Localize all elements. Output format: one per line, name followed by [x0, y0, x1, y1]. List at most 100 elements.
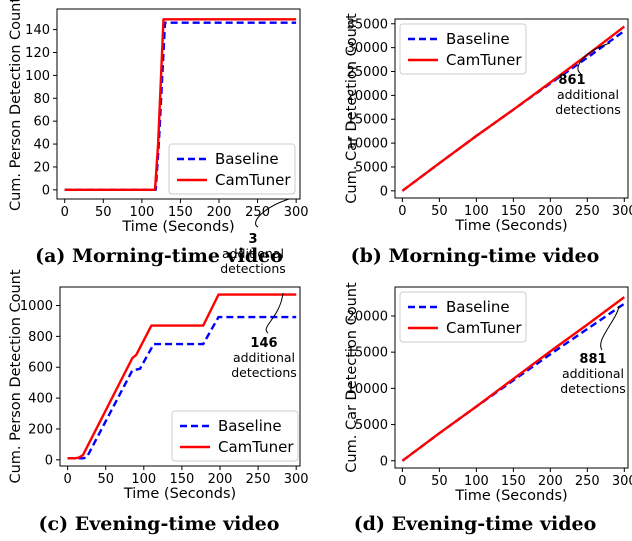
caption-c: (c) Evening-time video — [39, 513, 280, 535]
caption-b-group: (b) Morning-time video — [351, 245, 600, 267]
legend-label-baseline: Baseline — [215, 150, 279, 168]
y-tick-label: 1000 — [20, 299, 53, 314]
y-tick-label: 60 — [33, 115, 50, 130]
legend: Baseline CamTuner — [171, 410, 299, 462]
y-tick-label: 20000 — [347, 89, 388, 104]
y-axis-label: Cum. Car Detection Count — [344, 282, 360, 473]
annotation-text: detections — [231, 365, 297, 380]
chart-d: 0 50 100 150 200 250 300 0 5000 10000 15000 20000 Ti… — [344, 282, 632, 504]
annotation-arrow — [255, 198, 290, 228]
annotation-text: additional — [233, 350, 295, 365]
x-tick-label: 250 — [246, 472, 271, 487]
y-tick-label: 5000 — [355, 418, 388, 433]
x-tick-label: 50 — [95, 205, 112, 220]
annotation-value: 881 — [579, 352, 606, 367]
series-line-camtuner — [64, 18, 297, 192]
annotation-value: 3 — [248, 232, 257, 247]
x-tick-label: 200 — [207, 205, 232, 220]
series-line-camtuner — [401, 296, 626, 462]
legend-box — [399, 291, 527, 343]
annotation-arrow — [577, 42, 611, 75]
x-tick-label: 250 — [575, 474, 600, 489]
x-tick-label: 300 — [284, 472, 309, 487]
legend: Baseline CamTuner — [168, 143, 296, 195]
legend-label-camtuner: CamTuner — [446, 51, 522, 69]
chart-b: 0 50 100 150 200 250 300 0 5000 10000 15000 20000 25… — [344, 13, 632, 234]
annotation-text: additional — [222, 246, 284, 261]
legend-box — [171, 410, 299, 462]
x-axis-label: Time (Seconds) — [123, 486, 236, 502]
y-tick-label: 5000 — [355, 160, 388, 175]
x-axis-label: Time (Seconds) — [454, 218, 567, 234]
caption-a-group: (a) Morning-time video — [35, 245, 283, 267]
y-tick-label: 15000 — [347, 113, 388, 128]
annotation-arrow — [600, 305, 620, 351]
y-tick-label: 80 — [33, 92, 50, 107]
legend-label-baseline: Baseline — [446, 30, 510, 48]
legend-label-camtuner: CamTuner — [446, 319, 522, 337]
legend-label-camtuner: CamTuner — [215, 171, 291, 189]
annotation-value: 861 — [558, 73, 585, 88]
y-axis-label: Cum. Car Detection Count — [344, 13, 360, 204]
y-tick-label: 140 — [25, 23, 50, 38]
y-tick-label: 20 — [33, 160, 50, 175]
series-line-camtuner — [67, 293, 297, 460]
x-tick-label: 0 — [398, 204, 406, 219]
chart-c: 0 50 100 150 200 250 300 0 200 400 600 800 1000 Time … — [8, 269, 309, 502]
x-tick-label: 100 — [464, 474, 489, 489]
y-tick-label: 0 — [380, 454, 388, 469]
y-tick-label: 15000 — [347, 346, 388, 361]
caption-d-group: (d) Evening-time video — [354, 513, 597, 535]
x-tick-label: 150 — [169, 472, 194, 487]
x-axis-label: Time (Seconds) — [454, 488, 567, 504]
y-tick-label: 35000 — [347, 17, 388, 32]
x-tick-label: 0 — [398, 474, 406, 489]
x-tick-label: 200 — [208, 472, 233, 487]
legend: Baseline CamTuner — [399, 23, 527, 75]
x-tick-label: 150 — [168, 205, 193, 220]
x-tick-label: 250 — [245, 205, 270, 220]
legend-box — [168, 143, 296, 195]
x-tick-label: 200 — [538, 474, 563, 489]
x-tick-label: 300 — [612, 204, 632, 219]
legend: Baseline CamTuner — [399, 291, 527, 343]
y-axis-label: Cum. Person Detection Count — [8, 269, 24, 483]
x-tick-label: 300 — [284, 205, 309, 220]
plot-frame — [59, 286, 301, 467]
y-tick-label: 600 — [28, 361, 53, 376]
x-tick-label: 0 — [63, 472, 71, 487]
y-tick-label: 400 — [28, 392, 53, 407]
y-axis-label: Cum. Person Detection Count — [8, 0, 24, 211]
x-tick-label: 150 — [501, 204, 526, 219]
annotation-text: additional — [557, 87, 619, 102]
y-tick-label: 0 — [380, 184, 388, 199]
x-tick-label: 50 — [431, 474, 448, 489]
plot-frame — [394, 286, 629, 469]
caption-d: (d) Evening-time video — [354, 513, 597, 535]
caption-c-group: (c) Evening-time video — [39, 513, 280, 535]
caption-a: (a) Morning-time video — [35, 245, 283, 267]
x-tick-label: 50 — [97, 472, 114, 487]
x-tick-label: 300 — [612, 474, 632, 489]
y-tick-label: 30000 — [347, 41, 388, 56]
y-tick-label: 0 — [42, 183, 50, 198]
y-tick-label: 120 — [25, 46, 50, 61]
legend-label-baseline: Baseline — [218, 417, 282, 435]
y-tick-label: 0 — [45, 453, 53, 468]
legend-box — [399, 23, 527, 75]
legend-label-baseline: Baseline — [446, 298, 510, 316]
x-tick-label: 100 — [131, 472, 156, 487]
annotation-text: detections — [555, 102, 621, 117]
annotation-value: 146 — [250, 336, 277, 351]
y-tick-label: 40 — [33, 138, 50, 153]
x-tick-label: 100 — [464, 204, 489, 219]
annotation-text: additional — [562, 366, 624, 381]
y-tick-label: 10000 — [347, 137, 388, 152]
y-tick-label: 800 — [28, 330, 53, 345]
x-tick-label: 200 — [538, 204, 563, 219]
